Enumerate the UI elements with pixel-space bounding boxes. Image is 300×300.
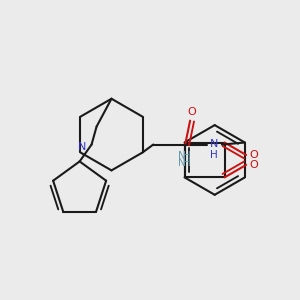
Text: O: O bbox=[250, 150, 259, 160]
Text: H: H bbox=[183, 158, 190, 168]
Text: N: N bbox=[77, 142, 86, 152]
Text: N: N bbox=[178, 158, 185, 168]
Text: N: N bbox=[210, 139, 218, 148]
Text: H: H bbox=[183, 152, 190, 161]
Text: O: O bbox=[188, 107, 197, 117]
Text: H: H bbox=[210, 151, 218, 160]
Text: O: O bbox=[250, 160, 259, 170]
Text: N: N bbox=[178, 152, 185, 161]
